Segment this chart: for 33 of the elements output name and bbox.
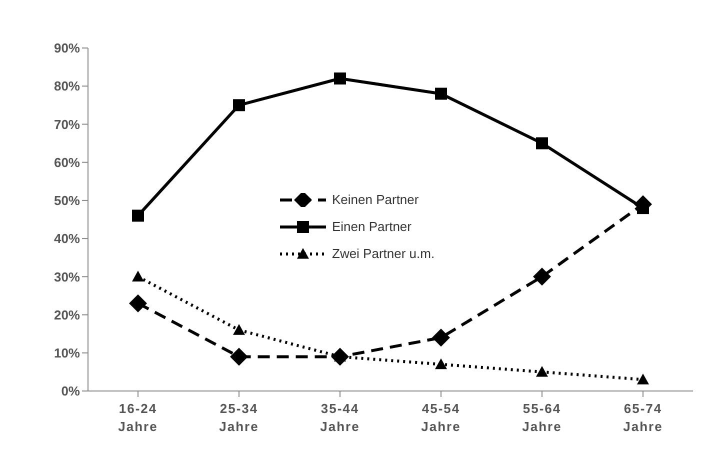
point: [432, 328, 450, 347]
legend-label: Zwei Partner u.m.: [332, 246, 435, 261]
y-tick-label: 70%: [54, 116, 80, 132]
point: [233, 324, 245, 335]
legend-label: Keinen Partner: [332, 192, 419, 207]
point: [230, 348, 248, 366]
x-tick-label: 16-24 Jahre: [118, 401, 158, 434]
y-tick-label: 30%: [54, 269, 80, 284]
y-tick-label: 90%: [54, 40, 80, 56]
y-tick-label: 60%: [54, 154, 80, 170]
point: [435, 88, 447, 100]
point: [533, 268, 551, 286]
legend-label: Einen Partner: [332, 219, 412, 234]
point: [132, 270, 144, 282]
point: [536, 137, 548, 150]
x-tick-label: 65-74 Jahre: [623, 401, 663, 434]
x-tick-label: 25-34 Jahre: [219, 401, 259, 434]
y-tick-label: 50%: [54, 193, 80, 208]
point: [435, 358, 447, 370]
x-tick-label: 55-64 Jahre: [522, 401, 562, 434]
y-tick-label: 40%: [54, 231, 80, 246]
x-tick-label: 35-44 Jahre: [320, 401, 360, 434]
y-tick-label: 20%: [54, 307, 80, 322]
point: [536, 366, 548, 377]
point: [334, 72, 346, 84]
point: [132, 210, 144, 222]
point: [637, 374, 649, 384]
point: [129, 294, 147, 312]
y-tick-label: 80%: [54, 78, 80, 94]
point: [233, 99, 245, 112]
y-tick-label: 10%: [54, 346, 80, 361]
y-tick-label: 0%: [61, 384, 80, 399]
x-tick-label: 45-54 Jahre: [421, 401, 461, 434]
